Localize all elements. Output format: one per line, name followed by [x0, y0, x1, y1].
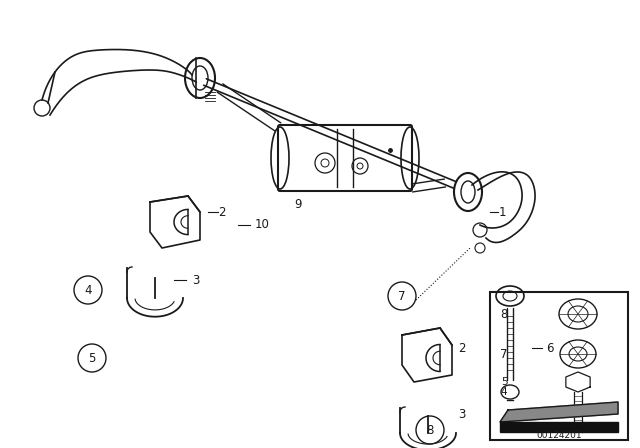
Text: 2: 2 [218, 206, 226, 219]
Text: 6: 6 [547, 341, 554, 354]
Text: 5: 5 [500, 377, 508, 387]
Polygon shape [500, 422, 618, 432]
Text: 4: 4 [84, 284, 92, 297]
Polygon shape [500, 402, 618, 422]
Text: 1: 1 [499, 206, 506, 219]
Text: 9: 9 [294, 198, 301, 211]
Text: 8: 8 [500, 307, 508, 320]
Text: 00124201: 00124201 [536, 431, 582, 439]
Text: 4: 4 [500, 387, 508, 397]
Text: 2: 2 [458, 341, 466, 354]
Bar [490, 292, 628, 440]
Text: 3: 3 [458, 409, 466, 422]
Text: 10: 10 [255, 219, 269, 232]
Text: 7: 7 [500, 348, 508, 361]
Text: 7: 7 [398, 289, 406, 302]
Text: 3: 3 [192, 273, 200, 287]
Text: 8: 8 [426, 423, 434, 436]
Text: 5: 5 [88, 352, 96, 365]
